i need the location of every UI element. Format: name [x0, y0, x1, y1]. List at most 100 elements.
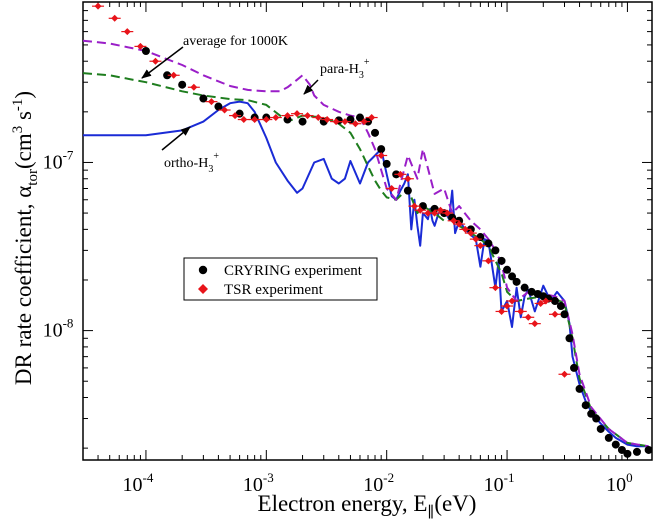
- point-tsr-experiment: [360, 118, 368, 126]
- point-tsr-experiment: [424, 209, 432, 217]
- point-cryring-experiment: [430, 204, 439, 213]
- legend-marker-tsr: [198, 284, 208, 294]
- point-tsr-experiment: [262, 116, 270, 124]
- annotation-para-sub: 3: [359, 70, 364, 81]
- point-tsr-experiment: [251, 116, 259, 124]
- point-tsr-experiment: [94, 2, 102, 10]
- point-tsr-experiment: [531, 320, 539, 328]
- point-tsr-experiment: [560, 370, 568, 378]
- point-cryring-experiment: [596, 424, 605, 433]
- point-cryring-experiment: [178, 80, 187, 89]
- point-tsr-experiment: [467, 229, 475, 237]
- legend-box: [183, 257, 378, 301]
- point-cryring-experiment: [644, 445, 652, 454]
- legend-label-cryring: CRYRING experiment: [224, 263, 363, 279]
- y-axis-title-main: DR rate coefficient, α: [11, 186, 36, 385]
- point-cryring-experiment: [355, 113, 364, 122]
- point-tsr-experiment: [517, 307, 525, 315]
- y-tick-label-exp: -8: [63, 316, 74, 331]
- point-tsr-experiment: [537, 299, 545, 307]
- point-tsr-experiment: [461, 225, 469, 233]
- x-tick-label: 10-4: [123, 470, 154, 496]
- point-cryring-experiment: [556, 302, 565, 311]
- point-cryring-experiment: [581, 401, 590, 410]
- point-tsr-experiment: [551, 310, 559, 318]
- point-tsr-experiment: [503, 302, 511, 310]
- x-tick-label-base: 10: [243, 474, 263, 496]
- point-tsr-experiment: [284, 112, 292, 120]
- y-tick-label-base: 10: [43, 320, 63, 342]
- point-tsr-experiment: [524, 313, 532, 321]
- x-axis-title: Electron energy, E∥(eV): [258, 491, 477, 521]
- annotation-ortho-arrow: [161, 126, 191, 151]
- point-cryring-experiment: [575, 384, 584, 393]
- point-tsr-experiment: [443, 209, 451, 217]
- x-tick-label: 10-3: [243, 470, 274, 496]
- series-line-para-h3-theory: [83, 39, 649, 448]
- annotation-ortho-text: ortho-H3+: [164, 151, 219, 175]
- point-cryring-experiment: [141, 47, 150, 56]
- x-tick-label: 10-1: [484, 470, 515, 496]
- point-tsr-experiment: [437, 206, 445, 214]
- point-tsr-experiment: [508, 297, 516, 305]
- point-cryring-experiment: [632, 447, 641, 456]
- point-tsr-experiment: [472, 235, 480, 243]
- annotation-ortho-main: ortho-H: [164, 156, 208, 171]
- y-tick-label-base: 10: [43, 151, 63, 173]
- point-tsr-experiment: [190, 83, 198, 91]
- x-tick-label-exp: 0: [626, 470, 633, 485]
- y-axis-title: DR rate coefficient, αtor(cm3 s-1): [10, 91, 41, 385]
- point-tsr-experiment: [341, 118, 349, 126]
- point-cryring-experiment: [570, 363, 579, 372]
- y-axis-title-sub: tor: [25, 169, 41, 186]
- point-tsr-experiment: [351, 120, 359, 128]
- point-tsr-experiment: [272, 114, 280, 122]
- legend-marker-cryring: [198, 265, 208, 275]
- point-tsr-experiment: [304, 112, 312, 120]
- point-tsr-experiment: [231, 112, 239, 120]
- x-tick-label-base: 10: [123, 474, 143, 496]
- point-cryring-experiment: [512, 277, 521, 286]
- point-cryring-experiment: [565, 334, 574, 343]
- point-tsr-experiment: [377, 151, 385, 159]
- point-tsr-experiment: [323, 116, 331, 124]
- point-tsr-experiment: [207, 98, 215, 106]
- legend: CRYRING experiment TSR experiment: [183, 257, 378, 301]
- point-cryring-experiment: [592, 414, 601, 423]
- point-cryring-experiment: [491, 246, 500, 255]
- point-tsr-experiment: [221, 106, 229, 114]
- annotation-para-arrow: [303, 79, 319, 95]
- point-tsr-experiment: [151, 57, 159, 65]
- y-tick-label: 10-7: [43, 147, 74, 173]
- y-axis-title-sup: 3: [10, 126, 26, 134]
- y-axis-title-open: (cm: [11, 133, 36, 169]
- point-tsr-experiment: [368, 114, 376, 122]
- point-cryring-experiment: [604, 433, 613, 442]
- point-tsr-experiment: [431, 209, 439, 217]
- point-cryring-experiment: [560, 310, 569, 319]
- point-cryring-experiment: [550, 296, 559, 305]
- point-cryring-experiment: [199, 94, 208, 103]
- point-cryring-experiment: [214, 102, 223, 111]
- annotation-average-arrow: [141, 46, 184, 79]
- point-tsr-experiment: [410, 202, 418, 210]
- point-tsr-experiment: [484, 257, 492, 265]
- y-axis-title-mid: s: [11, 111, 36, 126]
- point-tsr-experiment: [388, 185, 396, 193]
- x-tick-label-base: 10: [606, 474, 626, 496]
- annotation-ortho-sup: +: [213, 151, 219, 162]
- point-cryring-experiment: [283, 115, 292, 124]
- point-cryring-experiment: [520, 283, 529, 292]
- point-cryring-experiment: [508, 272, 517, 281]
- y-axis-title-close: ): [11, 91, 36, 99]
- y-tick-label-exp: -7: [63, 147, 74, 162]
- point-tsr-experiment: [450, 217, 458, 225]
- annotation-ortho-sub: 3: [208, 164, 213, 175]
- legend-label-tsr: TSR experiment: [224, 282, 324, 298]
- x-tick-label-base: 10: [484, 474, 504, 496]
- point-tsr-experiment: [111, 14, 119, 22]
- annotation-para-text: para-H3+: [320, 57, 370, 81]
- x-axis-title-sub: ∥: [427, 504, 434, 521]
- annotation-average-text: average for 1000K: [183, 34, 288, 49]
- annotation-average: average for 1000K: [141, 34, 288, 79]
